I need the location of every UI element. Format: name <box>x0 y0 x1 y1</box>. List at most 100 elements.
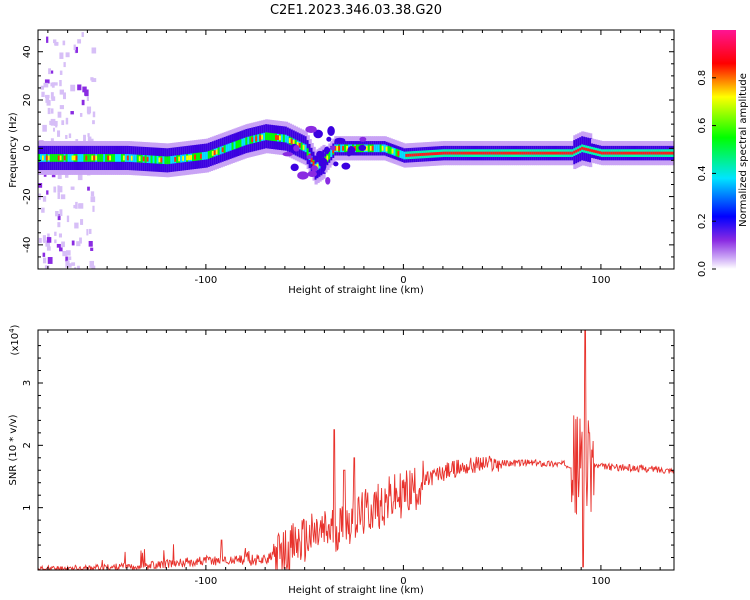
spectrogram-blob <box>297 171 309 180</box>
spectrogram-ridge-core <box>213 150 217 156</box>
spectrogram-ridge-mid <box>51 154 56 162</box>
spectrogram-ridge-core <box>600 151 605 155</box>
spectrogram-ridge-mid <box>253 135 257 143</box>
spectrogram-noise-cell <box>59 89 64 95</box>
spectrogram-ridge-core <box>478 151 482 155</box>
spectrogram-noise-cell <box>53 82 58 86</box>
spectrogram-blob <box>311 165 318 172</box>
spectrogram-ridge-core <box>413 153 417 157</box>
spectrogram-noise-cell <box>65 134 68 139</box>
spectrogram-noise-cell <box>70 186 75 190</box>
spectrogram-ridge-mid <box>273 133 277 142</box>
spectrogram-ridge-core <box>482 151 486 155</box>
spectrogram-noise-cell <box>92 205 95 212</box>
spectrogram-ridge-core <box>255 136 259 142</box>
spectrogram-ridge-core <box>409 153 413 157</box>
spectrogram-ridge-mid <box>377 144 381 153</box>
spectrogram-ridge-core <box>626 151 630 155</box>
spectrogram-ridge-core <box>435 152 439 156</box>
spectrogram-ridge-core <box>47 155 52 161</box>
spectrogram-ridge-core <box>93 155 97 161</box>
spectrogram-ridge-core <box>429 152 433 156</box>
spectrogram-ridge-core <box>525 151 530 155</box>
spectrogram-ridge-mid <box>284 134 289 143</box>
spectrogram-ridge-core <box>316 163 320 169</box>
spectrogram-blob <box>358 144 367 152</box>
spectrogram-y-tick-label: 0 <box>22 145 33 151</box>
spectrogram-y-tick-label: 40 <box>22 45 33 58</box>
spectrogram-noise-cell <box>59 70 63 75</box>
spectrogram-ridge-core <box>620 151 624 155</box>
spectrogram-ridge-core <box>436 152 441 155</box>
spectrogram-ridge-mid <box>154 155 158 164</box>
spectrogram-ridge-core <box>498 151 502 155</box>
spectrogram-ridge-mid <box>229 142 233 151</box>
spectrogram-ridge-core <box>474 151 478 155</box>
spectrogram-ridge-core <box>610 151 614 155</box>
spectrogram-ridge-mid <box>81 154 85 162</box>
spectrogram-ridge-core <box>553 151 557 155</box>
spectrogram-ridge-mid <box>170 156 174 164</box>
spectrogram-ridge-core <box>63 155 67 161</box>
colorbar-tick-label: 0.8 <box>697 70 708 86</box>
spectrogram-ridge-core <box>500 151 504 155</box>
spectrogram-ridge-mid <box>239 139 243 148</box>
spectrogram-ridge-core <box>85 155 89 161</box>
spectrogram-noise-cell <box>44 79 50 84</box>
spectrogram-blob <box>313 129 323 139</box>
spectrogram-ridge-core <box>581 146 585 150</box>
spectrogram-ridge-mid <box>399 150 403 158</box>
spectrogram-ridge-core <box>458 151 462 155</box>
spectrogram-ridge-core <box>332 148 336 154</box>
spectrogram-noise-cell <box>61 120 65 126</box>
colorbar-label: Normalized spectral amplitude <box>738 73 749 227</box>
spectrogram-ridge-core <box>638 151 642 155</box>
spectrogram-noise-cell <box>56 243 61 248</box>
spectrogram-ridge-core <box>261 134 265 140</box>
spectrogram-noise-cell <box>54 239 57 244</box>
spectrogram-noise-cell <box>57 192 60 199</box>
spectrogram-ridge-core <box>460 151 464 155</box>
spectrogram-ridge-core <box>622 151 626 155</box>
spectrogram-ridge-core <box>547 151 551 155</box>
spectrogram-marks <box>38 32 674 269</box>
spectrogram-ridge-core <box>411 153 415 157</box>
spectrogram-ridge-core <box>405 153 409 157</box>
spectrogram-ridge-core <box>549 151 553 155</box>
spectrogram-ridge-core <box>278 135 283 141</box>
spectrogram-ridge-core <box>577 148 581 152</box>
snr-x-tick-label: 0 <box>400 576 406 587</box>
spectrogram-noise-cell <box>50 92 54 99</box>
spectrogram-ridge-mid <box>117 154 121 162</box>
spectrogram-noise-cell <box>49 120 52 126</box>
snr-panel: -100 0 100 1 2 3 Height of straight line (km)… <box>8 324 675 596</box>
colorbar-tick-label: 0.2 <box>697 213 708 229</box>
spectrogram-ridge-core <box>557 151 561 155</box>
spectrogram-noise-cell <box>41 207 45 213</box>
spectrogram-ridge-core <box>656 151 660 155</box>
spectrogram-ridge-core <box>486 151 490 155</box>
spectrogram-ridge-core <box>419 153 423 157</box>
spectrogram-noise-cell <box>79 237 82 244</box>
spectrogram-noise-cell <box>59 105 64 110</box>
spectrogram-ridge-core <box>480 151 484 155</box>
spectrogram-ridge-core <box>533 151 537 155</box>
spectrogram-noise-cell <box>47 257 53 264</box>
spectrogram-noise-cell <box>81 99 85 106</box>
spectrogram-ridge-core <box>296 142 300 147</box>
spectrogram-noise-cell <box>50 70 54 74</box>
spectrogram-noise-cell <box>48 68 52 75</box>
spectrogram-ridge-core <box>668 151 672 155</box>
spectrogram-noise-cell <box>46 190 49 195</box>
spectrogram-ridge-core <box>567 151 571 155</box>
spectrogram-noise-cell <box>88 228 92 234</box>
spectrogram-ridge-core <box>504 151 508 155</box>
spectrogram-noise-cell <box>78 203 84 209</box>
spectrogram-blob <box>307 170 317 178</box>
spectrogram-ridge-core <box>438 151 443 155</box>
spectrogram-noise-cell <box>47 107 51 115</box>
spectrogram-ridge-mid <box>99 154 103 162</box>
spectrogram-noise-cell <box>90 196 96 203</box>
spectrogram-ridge-core <box>598 151 603 155</box>
spectrogram-y-tick-label: 20 <box>22 94 33 107</box>
